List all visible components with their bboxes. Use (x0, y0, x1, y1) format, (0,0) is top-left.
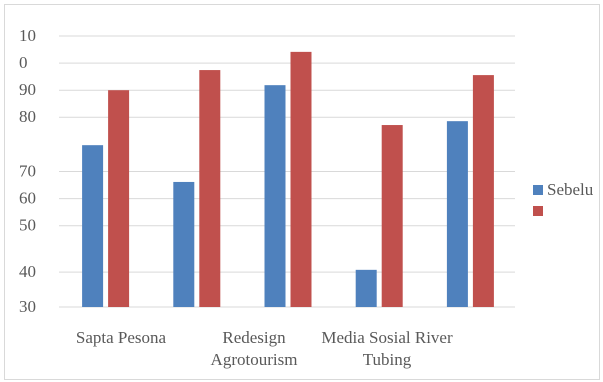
x-tick-label: Media Sosial River Tubing (321, 328, 453, 369)
bar (446, 121, 468, 308)
y-tick-label: 0 (19, 53, 28, 72)
y-tick-label: 30 (19, 297, 36, 316)
y-tick-label: 80 (19, 107, 36, 126)
legend-swatch (533, 185, 543, 195)
y-tick-label: 90 (19, 80, 36, 99)
x-tick-label: Sapta Pesona (75, 328, 167, 347)
legend-swatch (533, 206, 543, 216)
bar (108, 90, 130, 307)
bar (264, 85, 286, 307)
y-tick-label: 40 (19, 262, 36, 281)
bar (173, 181, 195, 307)
bar (82, 145, 104, 307)
chart-frame: 30 40 50 60 70 80 90 0 10 Sapta Pesona Redesign A… (4, 4, 600, 380)
y-tick-label: 60 (19, 189, 36, 208)
y-tick-label: 50 (19, 216, 36, 235)
y-tick-label: 10 (19, 26, 36, 45)
legend-label: Sebelum (547, 180, 593, 199)
chart: 30 40 50 60 70 80 90 0 10 (19, 26, 543, 316)
x-tick-label: Redesign Agrotourism (210, 328, 298, 369)
y-tick-label: 70 (19, 161, 36, 180)
bar (290, 51, 312, 307)
bar (355, 269, 377, 307)
bar (381, 125, 403, 308)
bar (199, 70, 221, 307)
bar (472, 75, 494, 307)
